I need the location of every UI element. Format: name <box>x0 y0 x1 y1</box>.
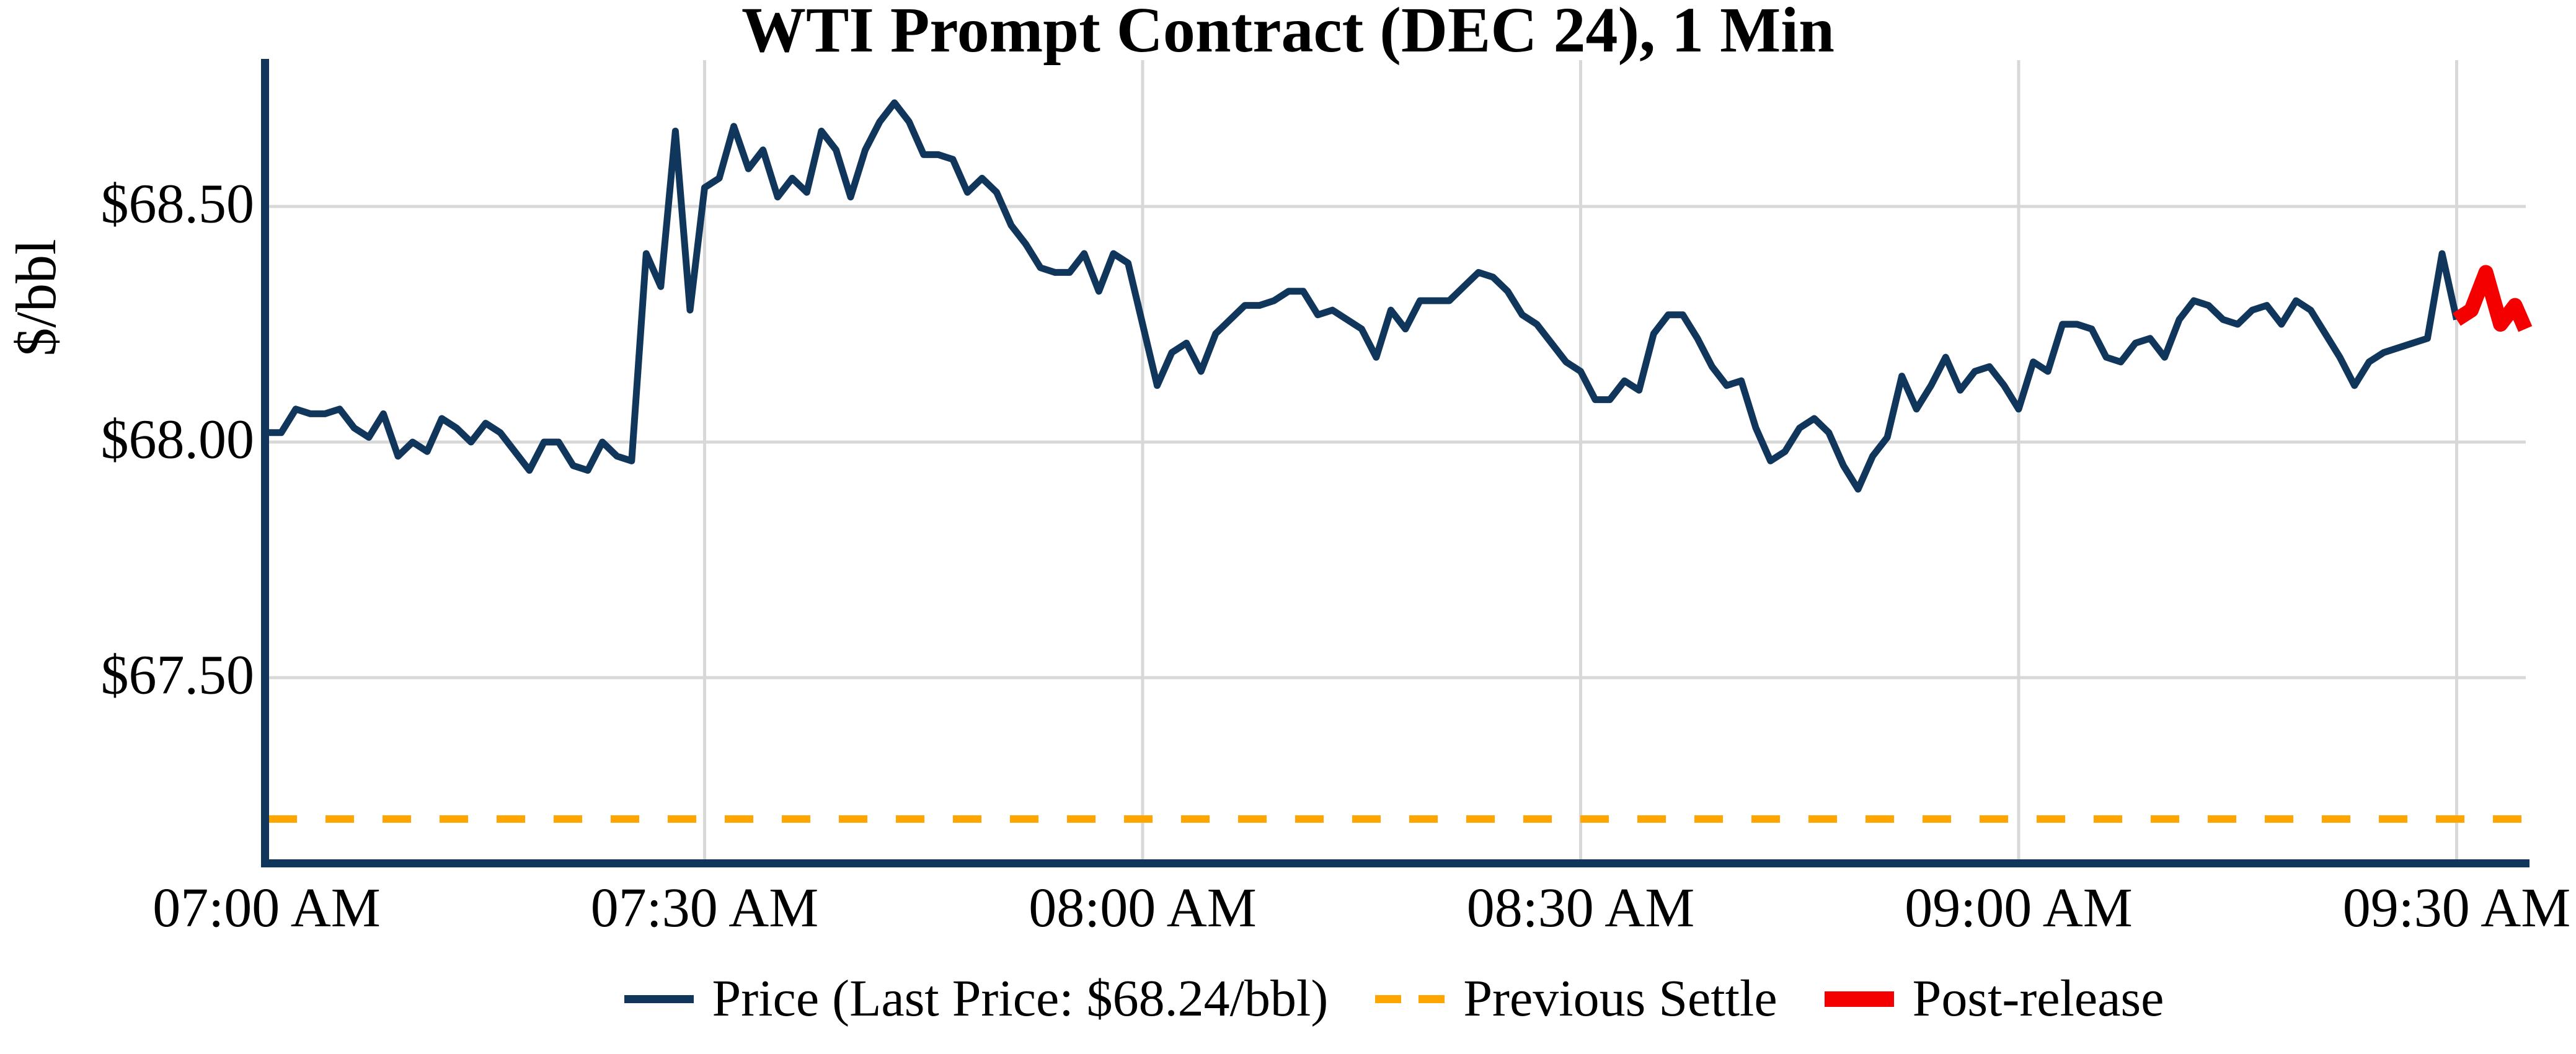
post-release-line <box>2453 265 2533 332</box>
y-tick-label: $68.00 <box>100 409 255 471</box>
x-tick-label: 07:30 AM <box>590 877 819 939</box>
x-axis-spine <box>261 859 2530 867</box>
y-tick-label: $67.50 <box>100 644 255 706</box>
legend-swatch-dashed-line <box>1375 994 1445 1003</box>
y-tick-label: $68.50 <box>100 173 255 235</box>
price-series-layer <box>267 99 2533 493</box>
legend-label: Previous Settle <box>1463 970 1777 1027</box>
price-line <box>267 99 2460 493</box>
x-tick-label: 09:30 AM <box>2342 877 2571 939</box>
x-tick-label: 07:00 AM <box>153 877 381 939</box>
legend-item: Previous Settle <box>1375 970 1777 1027</box>
legend: Price (Last Price: $68.24/bbl) Previous S… <box>262 970 2526 1027</box>
gridlines-layer <box>265 60 2526 862</box>
x-tick-label: 08:30 AM <box>1466 877 1695 939</box>
x-tick-label: 08:00 AM <box>1029 877 1257 939</box>
y-axis-label: $/bbl <box>4 239 68 356</box>
legend-item: Post-release <box>1824 970 2164 1027</box>
y-axis-spine <box>261 59 269 867</box>
axis-spines-layer <box>261 59 2530 867</box>
legend-label: Price (Last Price: $68.24/bbl) <box>712 970 1329 1027</box>
x-tick-label: 09:00 AM <box>1905 877 2133 939</box>
legend-swatch-solid-line <box>624 994 694 1003</box>
chart-title: WTI Prompt Contract (DEC 24), 1 Min <box>741 0 1835 66</box>
legend-swatch-thick-line <box>1824 991 1894 1007</box>
legend-label: Post-release <box>1912 970 2164 1027</box>
legend-item: Price (Last Price: $68.24/bbl) <box>624 970 1329 1027</box>
